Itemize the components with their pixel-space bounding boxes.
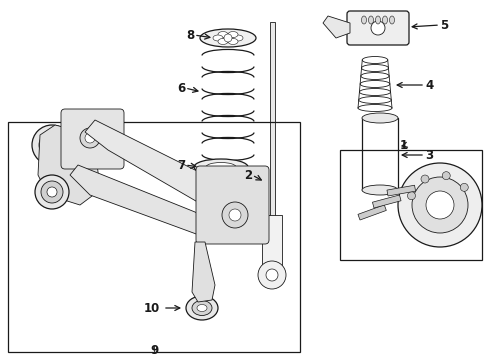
Ellipse shape (362, 113, 398, 123)
Text: 9: 9 (150, 344, 158, 357)
Circle shape (224, 34, 232, 42)
FancyBboxPatch shape (347, 11, 409, 45)
Ellipse shape (218, 39, 228, 45)
Circle shape (80, 128, 100, 148)
Circle shape (258, 261, 286, 289)
Bar (270, 22, 275, 230)
Ellipse shape (362, 16, 367, 24)
Text: 4: 4 (425, 78, 433, 91)
Ellipse shape (362, 185, 398, 195)
Circle shape (460, 183, 468, 192)
Text: 7: 7 (177, 158, 185, 171)
Ellipse shape (194, 159, 248, 175)
Circle shape (408, 192, 416, 200)
Circle shape (442, 172, 450, 180)
Ellipse shape (213, 35, 223, 41)
Text: 8: 8 (186, 28, 194, 41)
Circle shape (229, 209, 241, 221)
FancyBboxPatch shape (196, 166, 269, 244)
Ellipse shape (192, 301, 212, 315)
Polygon shape (323, 16, 350, 38)
Text: 10: 10 (144, 302, 160, 315)
Polygon shape (70, 165, 228, 242)
Bar (387, 185, 416, 196)
Circle shape (222, 202, 248, 228)
Ellipse shape (228, 39, 238, 45)
Circle shape (41, 181, 63, 203)
Bar (8, 122, 300, 352)
Ellipse shape (186, 296, 218, 320)
Ellipse shape (368, 16, 373, 24)
Ellipse shape (233, 35, 243, 41)
Polygon shape (192, 242, 215, 302)
Circle shape (85, 133, 95, 143)
Circle shape (39, 132, 65, 158)
Polygon shape (38, 125, 100, 205)
Bar (362, 118, 398, 190)
Text: 3: 3 (425, 149, 433, 162)
Ellipse shape (375, 16, 381, 24)
Ellipse shape (228, 32, 238, 37)
Bar (358, 205, 386, 220)
FancyBboxPatch shape (61, 109, 124, 169)
Ellipse shape (218, 32, 228, 37)
Bar (340, 150, 482, 260)
Circle shape (46, 139, 58, 151)
Circle shape (371, 21, 385, 35)
Bar (372, 195, 401, 208)
Text: 5: 5 (440, 18, 448, 32)
Circle shape (35, 175, 69, 209)
Ellipse shape (390, 16, 394, 24)
Circle shape (426, 191, 454, 219)
Ellipse shape (200, 29, 256, 47)
Circle shape (412, 177, 468, 233)
Bar (262, 215, 282, 275)
Circle shape (32, 125, 72, 165)
Circle shape (47, 187, 57, 197)
Ellipse shape (383, 16, 388, 24)
Ellipse shape (206, 162, 236, 171)
Text: 2: 2 (244, 168, 252, 181)
Ellipse shape (197, 305, 207, 311)
Circle shape (421, 175, 429, 183)
Circle shape (266, 269, 278, 281)
Text: 6: 6 (177, 81, 185, 95)
Polygon shape (85, 120, 230, 215)
Circle shape (398, 163, 482, 247)
Text: 1: 1 (400, 139, 408, 152)
